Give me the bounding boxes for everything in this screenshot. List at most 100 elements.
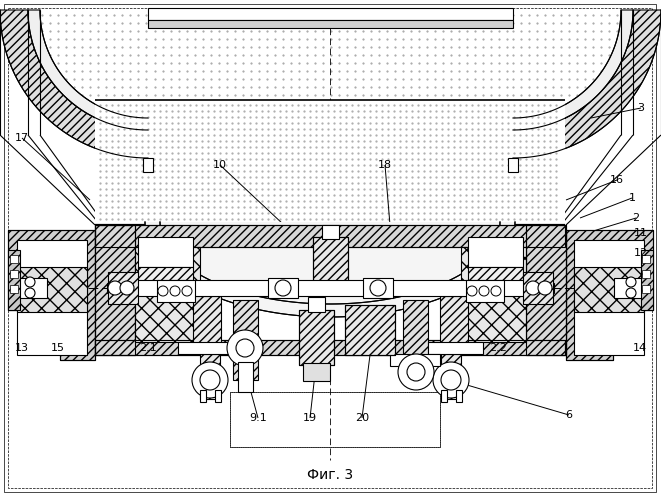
Polygon shape [566, 230, 653, 360]
Bar [526, 225, 566, 355]
Bar [642, 285, 650, 293]
Bar [120, 280, 540, 296]
Text: 20: 20 [355, 413, 369, 423]
Bar [17, 278, 47, 298]
Bar [143, 158, 153, 172]
Text: 1: 1 [629, 193, 635, 203]
Bar [614, 278, 644, 298]
Bar [363, 278, 393, 298]
Circle shape [200, 370, 220, 390]
Bar [157, 280, 195, 302]
Text: 9.1: 9.1 [249, 413, 267, 423]
Text: 13: 13 [15, 343, 29, 353]
Bar [148, 8, 513, 20]
Bar [539, 283, 554, 293]
Bar [523, 272, 553, 304]
Bar [17, 267, 87, 312]
Bar [200, 390, 206, 402]
Circle shape [479, 286, 489, 296]
Bar [230, 392, 440, 447]
Bar [148, 8, 513, 138]
Polygon shape [0, 10, 148, 158]
Text: 2.1: 2.1 [139, 343, 157, 353]
Polygon shape [28, 10, 148, 130]
Circle shape [441, 370, 461, 390]
Bar [299, 310, 334, 365]
Polygon shape [513, 10, 661, 158]
Bar [456, 390, 462, 402]
Bar [461, 247, 526, 342]
Bar [10, 270, 18, 278]
Bar [403, 300, 428, 380]
Text: 10: 10 [213, 160, 227, 170]
Bar [440, 296, 468, 346]
Bar [95, 340, 565, 355]
Bar [95, 225, 565, 247]
Text: 12: 12 [634, 248, 648, 258]
Circle shape [626, 288, 636, 298]
Bar [574, 267, 644, 312]
Circle shape [170, 286, 180, 296]
Bar [441, 354, 461, 399]
Circle shape [120, 281, 134, 295]
Bar [303, 363, 330, 381]
Circle shape [25, 277, 35, 287]
Text: 2.2: 2.2 [489, 343, 507, 353]
Circle shape [370, 280, 386, 296]
Text: 19: 19 [303, 413, 317, 423]
Bar [238, 362, 253, 392]
Text: 15: 15 [51, 343, 65, 353]
Circle shape [538, 281, 552, 295]
Text: 14: 14 [633, 343, 647, 353]
Bar [508, 158, 518, 172]
Bar [230, 392, 440, 447]
Bar [95, 225, 565, 247]
Bar [468, 237, 523, 267]
Bar [193, 296, 221, 346]
Bar [468, 267, 523, 287]
Bar [215, 390, 221, 402]
Bar [233, 300, 258, 380]
Bar [642, 255, 650, 263]
Bar [441, 390, 447, 402]
Bar [108, 272, 138, 304]
Bar [299, 310, 334, 365]
Text: 2: 2 [633, 213, 640, 223]
Bar [574, 240, 644, 355]
Bar [138, 267, 193, 287]
Bar [135, 247, 200, 342]
Bar [95, 100, 565, 225]
Circle shape [158, 286, 168, 296]
Bar [345, 305, 395, 355]
Bar [107, 283, 122, 293]
Bar [428, 342, 483, 354]
Text: 16: 16 [610, 175, 624, 185]
Circle shape [467, 286, 477, 296]
Bar [313, 237, 348, 282]
Circle shape [192, 362, 228, 398]
Bar [345, 305, 395, 355]
Text: 6: 6 [566, 410, 572, 420]
Bar [10, 255, 18, 263]
Text: 18: 18 [378, 160, 392, 170]
Bar [466, 280, 504, 302]
Circle shape [227, 330, 263, 366]
Text: 11: 11 [634, 228, 648, 238]
Bar [641, 250, 653, 310]
Bar [313, 237, 348, 282]
Circle shape [182, 286, 192, 296]
Bar [390, 354, 440, 366]
Bar [8, 250, 20, 310]
Polygon shape [8, 230, 95, 360]
Text: 3: 3 [637, 103, 644, 113]
Circle shape [407, 363, 425, 381]
Circle shape [236, 339, 254, 357]
Bar [138, 237, 193, 267]
Bar [200, 354, 220, 399]
Circle shape [626, 277, 636, 287]
Polygon shape [145, 222, 515, 317]
Circle shape [108, 281, 122, 295]
Circle shape [398, 354, 434, 390]
Bar [95, 225, 135, 355]
Circle shape [491, 286, 501, 296]
